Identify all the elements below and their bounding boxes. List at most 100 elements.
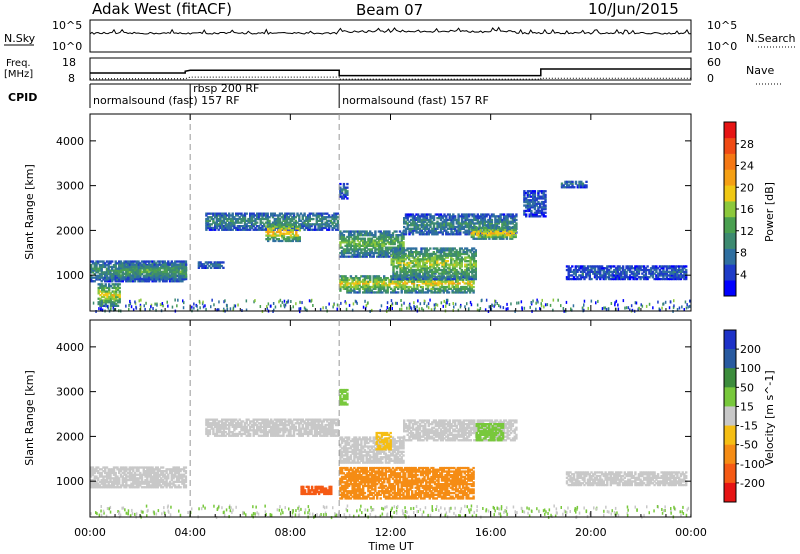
velocity-colorbar-tick: 100 — [740, 362, 761, 375]
power-ylabel: Slant Range [km] — [23, 164, 36, 260]
power-ytick-label: 2000 — [56, 224, 84, 237]
velocity-colorbar-tick: -100 — [740, 458, 765, 471]
power-colorbar-swatch — [724, 216, 736, 234]
power-echo-region — [120, 263, 188, 281]
power-echo-region — [339, 182, 349, 200]
x-tick-label: 00:00 — [675, 526, 707, 539]
power-echoes — [90, 180, 691, 314]
frequency-trace — [90, 68, 691, 77]
power-echo-region — [265, 223, 301, 243]
noise-right-tick-top: 10^5 — [707, 19, 737, 32]
power-colorbar-tick: 20 — [740, 181, 754, 194]
power-echo-region — [197, 261, 225, 269]
power-colorbar-swatch — [724, 248, 736, 265]
velocity-echo-region — [375, 431, 392, 451]
velocity-colorbar: 200 100 50 15 -15 -50 -100 -200 — [723, 329, 765, 503]
freq-left-tick-top: 18 — [62, 56, 76, 69]
velocity-echo-region — [90, 466, 188, 489]
freq-left-tick-bottom: 8 — [68, 72, 75, 85]
x-tick-label: 20:00 — [575, 526, 607, 539]
x-tick-label: 04:00 — [174, 526, 206, 539]
velocity-ytick-label: 1000 — [56, 475, 84, 488]
velocity-ytick-label: 3000 — [56, 386, 84, 399]
velocity-panel: 1000 2000 3000 4000 Slant Range [km] — [23, 319, 692, 520]
velocity-colorbar-tick: 200 — [740, 343, 761, 356]
velocity-colorbar-swatch — [724, 482, 736, 503]
noise-right-label: N.Search — [746, 32, 796, 45]
power-colorbar-swatch — [724, 264, 736, 281]
noise-panel: N.Sky 10^5 10^0 10^5 10^0 N.Search — [4, 19, 796, 53]
noise-left-label: N.Sky — [4, 32, 36, 45]
x-tick-label: 00:00 — [74, 526, 106, 539]
power-echo-region — [97, 283, 121, 307]
velocity-echoes — [90, 388, 692, 520]
date-title: 10/Jun/2015 — [588, 0, 679, 18]
velocity-colorbar-swatch — [724, 406, 736, 426]
power-colorbar-tick: 4 — [740, 268, 747, 281]
power-colorbar-swatch — [724, 137, 736, 154]
power-colorbar-swatch — [724, 153, 736, 170]
velocity-ytick-label: 2000 — [56, 430, 84, 443]
x-tick-label: 08:00 — [274, 526, 306, 539]
velocity-ytick-label: 4000 — [56, 341, 84, 354]
freq-label-line2: [MHz] — [4, 69, 33, 80]
power-ytick-label: 3000 — [56, 180, 84, 193]
x-axis-label: Time UT — [367, 540, 413, 553]
power-colorbar-tick: 28 — [740, 138, 754, 151]
velocity-echo-region — [300, 485, 333, 496]
velocity-colorbar-label: Velocity [m s^-1] — [763, 370, 776, 465]
velocity-colorbar-swatch — [724, 444, 736, 465]
velocity-colorbar-swatch — [724, 425, 736, 445]
velocity-colorbar-tick: 50 — [740, 381, 754, 394]
velocity-echo-region — [339, 388, 349, 406]
nave-trace — [90, 76, 691, 80]
power-ytick-label: 1000 — [56, 269, 84, 282]
power-colorbar-tick: 16 — [740, 203, 754, 216]
power-ytick-label: 4000 — [56, 135, 84, 148]
cpid-segment-label: normalsound (fast) 157 RF — [93, 94, 240, 107]
velocity-echo-region — [205, 418, 340, 437]
velocity-ylabel: Slant Range [km] — [23, 370, 36, 466]
velocity-colorbar-swatch — [724, 368, 736, 388]
velocity-echo-region — [339, 466, 475, 500]
power-colorbar-tick: 24 — [740, 160, 754, 173]
beam-title: Beam 07 — [356, 1, 423, 19]
velocity-colorbar-tick: -200 — [740, 477, 765, 490]
power-echo-region — [403, 213, 518, 236]
x-axis: 00:00 04:00 08:00 12:00 16:00 20:00 00:00 — [74, 114, 707, 539]
power-colorbar-tick: 12 — [740, 225, 754, 238]
power-colorbar-swatch — [724, 201, 736, 218]
freq-right-tick-top: 60 — [707, 56, 721, 69]
power-colorbar-swatch — [724, 232, 736, 249]
power-colorbar-swatch — [724, 185, 736, 202]
cpid-segment-label: normalsound (fast) 157 RF — [342, 94, 489, 107]
station-title: Adak West (fitACF) — [92, 0, 232, 18]
power-colorbar-swatch — [724, 280, 736, 297]
noise-left-tick-top: 10^5 — [52, 19, 82, 32]
power-colorbar-swatch — [724, 169, 736, 186]
power-echo-region — [339, 230, 405, 258]
frequency-panel: Freq. [MHz] 18 8 60 0 Nave — [4, 56, 782, 85]
x-tick-label: 16:00 — [475, 526, 507, 539]
velocity-colorbar-swatch — [724, 330, 736, 350]
velocity-colorbar-swatch — [724, 463, 736, 484]
cpid-label: CPID — [8, 91, 37, 104]
power-echo-region — [560, 180, 588, 189]
velocity-colorbar-swatch — [724, 387, 736, 407]
power-colorbar-label: Power [dB] — [763, 182, 776, 242]
cpid-segment-label: rbsp 200 RF — [193, 82, 259, 95]
velocity-colorbar-tick: -50 — [740, 439, 758, 452]
velocity-echo-region — [475, 423, 505, 442]
freq-right-tick-bottom: 0 — [707, 72, 714, 85]
power-colorbar-swatch — [724, 122, 736, 139]
velocity-echo-region — [565, 471, 688, 487]
power-echo-region — [523, 190, 547, 218]
power-echo-region — [470, 226, 517, 240]
x-tick-label: 12:00 — [375, 526, 407, 539]
nave-label: Nave — [746, 64, 774, 77]
power-colorbar-tick: 8 — [740, 247, 747, 260]
velocity-echo-region — [339, 436, 405, 464]
velocity-colorbar-tick: 15 — [740, 400, 754, 413]
freq-label-line1: Freq. — [6, 58, 31, 69]
